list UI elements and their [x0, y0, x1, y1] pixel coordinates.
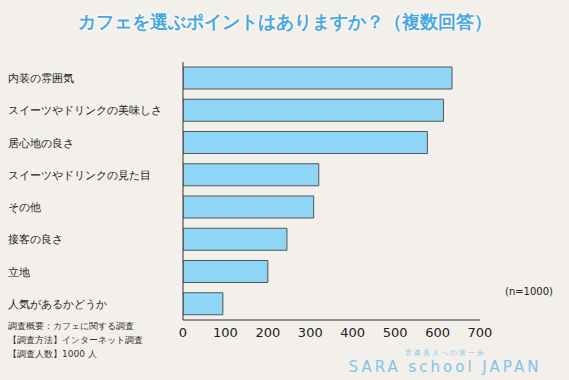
svg-text:400: 400: [340, 325, 365, 340]
svg-text:居心地の良さ: 居心地の良さ: [8, 137, 74, 150]
svg-text:立地: 立地: [8, 266, 30, 279]
svg-text:スイーツやドリンクの見た目: スイーツやドリンクの見た目: [8, 169, 151, 182]
svg-text:100: 100: [213, 325, 238, 340]
svg-text:0: 0: [179, 325, 187, 340]
svg-text:500: 500: [383, 325, 408, 340]
svg-text:600: 600: [425, 325, 450, 340]
html-text:(n=1000): (n=1000): [505, 286, 553, 297]
svg-text:接客の良さ: 接客の良さ: [8, 233, 63, 246]
html-text:【調査人数】1000 人: 【調査人数】1000 人: [8, 349, 97, 359]
svg-text:その他: その他: [8, 201, 41, 214]
svg-text:人気があるかどうか: 人気があるかどうか: [8, 298, 107, 311]
html-text:音楽美人への第一歩: 音楽美人への第一歩: [404, 349, 486, 357]
svg-text:300: 300: [298, 325, 323, 340]
html-text:SARA school JAPAN: SARA school JAPAN: [348, 358, 542, 376]
html-text:カフェを選ぶポイントはありますか？（複数回答）: カフェを選ぶポイントはありますか？（複数回答）: [77, 11, 492, 32]
html-text:調査概要：カフェに関する調査: 調査概要：カフェに関する調査: [8, 321, 134, 331]
svg-text:スイーツやドリンクの美味しさ: スイーツやドリンクの美味しさ: [8, 104, 162, 117]
svg-text:内装の雰囲気: 内装の雰囲気: [8, 72, 74, 85]
html-text:【調査方法】インターネット調査: 【調査方法】インターネット調査: [8, 335, 143, 345]
svg-text:700: 700: [468, 325, 493, 340]
svg-text:200: 200: [255, 325, 280, 340]
